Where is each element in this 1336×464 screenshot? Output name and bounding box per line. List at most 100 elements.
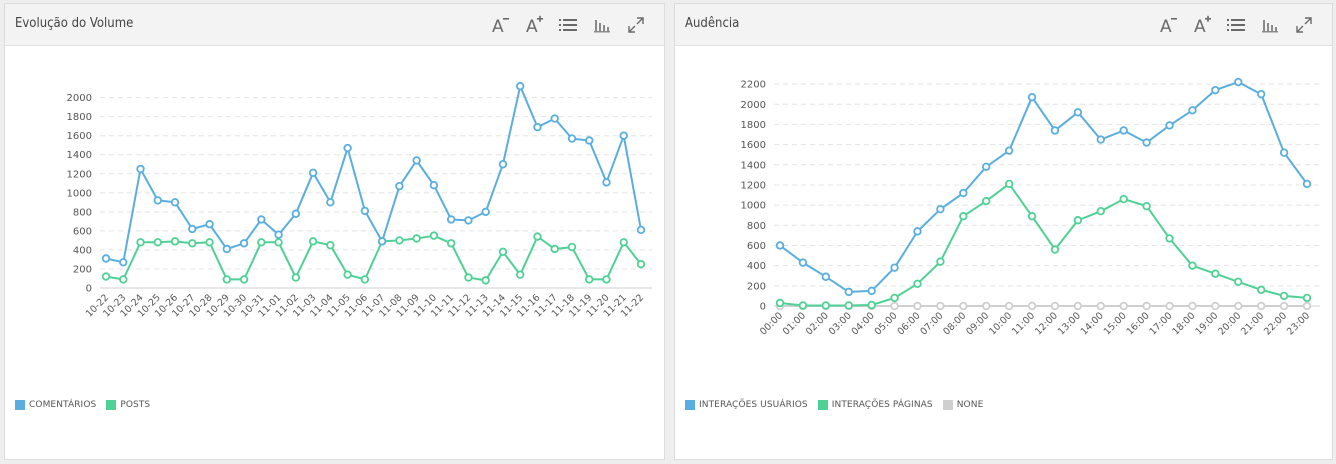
x-tick-label: 13:00 <box>1056 310 1083 337</box>
bar-chart-icon[interactable] <box>588 12 616 38</box>
data-point <box>1256 285 1266 295</box>
y-tick-label: 600 <box>747 241 766 252</box>
data-point <box>1119 126 1128 135</box>
data-point <box>867 300 876 310</box>
font-increase-icon[interactable]: A <box>1188 12 1216 38</box>
data-point <box>119 275 128 284</box>
list-icon[interactable] <box>1222 12 1250 38</box>
x-tick-label: 23:00 <box>1285 310 1312 337</box>
data-point <box>377 237 387 246</box>
data-point <box>821 272 831 281</box>
y-tick-label: 1000 <box>67 188 92 199</box>
data-point <box>867 286 876 296</box>
data-point <box>844 287 853 297</box>
panel-title: Audência <box>685 16 740 31</box>
data-point <box>1279 301 1289 311</box>
data-point <box>481 207 490 217</box>
data-point <box>498 247 508 257</box>
y-tick-label: 1400 <box>67 150 92 161</box>
x-tick-label: 12:00 <box>1033 310 1060 337</box>
y-tick-label: 0 <box>86 284 92 295</box>
data-point <box>844 301 853 310</box>
legend-item-comentarios[interactable]: COMENTÁRIOS <box>15 400 96 410</box>
data-point <box>890 301 899 311</box>
volume-panel: Evolução do Volume A A 0 200 400 600 800 1000… <box>4 3 665 460</box>
data-point <box>775 241 785 250</box>
data-point <box>585 275 594 284</box>
data-point <box>464 216 473 225</box>
x-tick-label: 03:00 <box>827 310 854 337</box>
data-point <box>136 238 145 247</box>
audiencia-panel: Audência A A 0 200 400 600 800 1000 1200 1400 16… <box>674 3 1333 460</box>
x-tick-label: 02:00 <box>804 310 831 337</box>
data-point <box>1188 106 1197 115</box>
data-point <box>1211 85 1220 95</box>
legend-swatch <box>106 400 117 410</box>
y-tick-label: 2000 <box>67 93 92 104</box>
data-point <box>913 301 922 311</box>
x-tick-label: 20:00 <box>1216 310 1243 337</box>
data-point <box>959 212 968 221</box>
x-tick-label: 19:00 <box>1193 310 1220 337</box>
expand-icon[interactable] <box>622 12 650 38</box>
data-point <box>1027 212 1037 221</box>
bar-chart-icon[interactable] <box>1256 12 1284 38</box>
legend-item-posts[interactable]: POSTS <box>106 400 150 410</box>
svg-text:A: A <box>526 17 538 35</box>
y-tick-label: 400 <box>73 245 92 256</box>
y-tick-label: 1600 <box>67 131 92 142</box>
data-point <box>257 238 266 247</box>
y-tick-label: 2000 <box>741 100 766 111</box>
data-point <box>1096 135 1105 144</box>
data-point <box>515 270 525 279</box>
data-point <box>798 258 808 267</box>
data-point <box>1256 89 1266 99</box>
data-point <box>239 239 249 248</box>
data-point <box>1302 179 1312 189</box>
font-decrease-icon[interactable]: A <box>1154 12 1182 38</box>
data-point <box>1234 77 1243 87</box>
data-point <box>1050 301 1060 311</box>
panel-toolbar: A A <box>1154 12 1318 38</box>
x-tick-label: 22:00 <box>1262 310 1289 337</box>
font-increase-icon[interactable]: A <box>520 12 548 38</box>
legend-item-interacoes-usuarios[interactable]: INTERAÇÕES USUÁRIOS <box>685 400 808 410</box>
expand-icon[interactable] <box>1290 12 1318 38</box>
data-point <box>1004 146 1014 155</box>
data-point <box>1279 148 1289 157</box>
svg-text:A: A <box>492 17 504 35</box>
x-tick-label: 09:00 <box>964 310 991 337</box>
data-point <box>798 301 808 310</box>
data-point <box>1142 138 1151 147</box>
data-point <box>395 181 404 191</box>
legend-swatch <box>15 400 25 410</box>
legend-label: COMENTÁRIOS <box>29 400 97 410</box>
data-point <box>1302 301 1312 311</box>
data-point <box>1256 301 1266 311</box>
x-tick-label: 07:00 <box>918 310 945 337</box>
list-icon[interactable] <box>554 12 582 38</box>
data-point <box>360 206 370 216</box>
y-tick-label: 1800 <box>741 120 766 131</box>
y-tick-label: 1000 <box>741 201 766 212</box>
data-point <box>1165 121 1174 130</box>
data-point <box>636 260 646 269</box>
data-point <box>1004 179 1014 189</box>
data-point <box>890 293 899 303</box>
y-tick-label: 1200 <box>741 180 766 191</box>
legend-swatch <box>685 400 695 410</box>
data-point <box>1234 277 1243 286</box>
data-point <box>913 279 922 289</box>
data-point <box>326 198 335 207</box>
data-point <box>257 215 266 224</box>
x-tick-label: 21:00 <box>1239 310 1266 337</box>
legend-item-interacoes-paginas[interactable]: INTERAÇÕES PÁGINAS <box>817 400 933 410</box>
font-decrease-icon[interactable]: A <box>486 12 514 38</box>
data-point <box>153 196 162 205</box>
chart-legend: COMENTÁRIOS POSTS <box>15 400 150 410</box>
data-point <box>239 275 249 284</box>
data-point <box>1050 126 1060 135</box>
data-point <box>360 275 370 284</box>
legend-item-none[interactable]: NONE <box>942 400 984 410</box>
y-tick-label: 1600 <box>741 140 766 151</box>
